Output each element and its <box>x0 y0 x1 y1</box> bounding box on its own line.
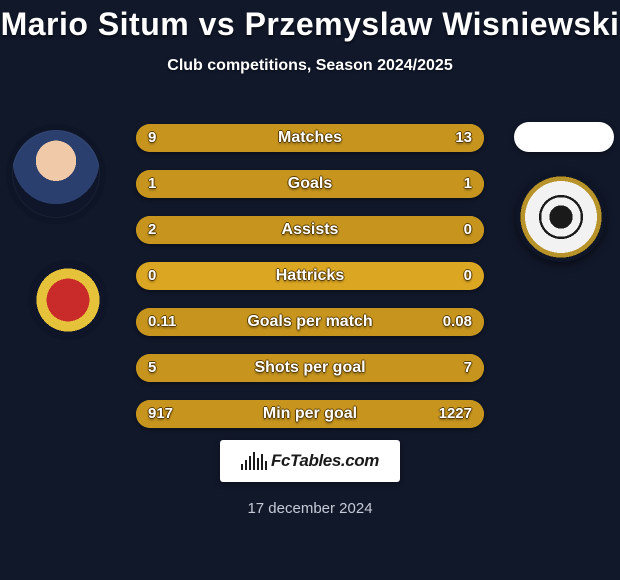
player-left-avatar <box>6 124 106 224</box>
page-subtitle: Club competitions, Season 2024/2025 <box>0 57 620 75</box>
stat-row: 913Matches <box>136 124 484 152</box>
brand-logo-icon <box>241 452 267 470</box>
stat-bar-right <box>279 124 484 152</box>
stat-value-right: 0.08 <box>443 308 472 336</box>
stat-value-left: 0 <box>148 262 156 290</box>
stat-value-right: 13 <box>455 124 472 152</box>
stat-row: 20Assists <box>136 216 484 244</box>
stat-bar-left <box>136 354 282 382</box>
stat-label: Hattricks <box>136 262 484 290</box>
stat-value-right: 1 <box>464 170 472 198</box>
stat-value-right: 0 <box>464 262 472 290</box>
stat-bar-left <box>136 124 279 152</box>
stat-row: 9171227Min per goal <box>136 400 484 428</box>
stat-row: 0 0Hattricks <box>136 262 484 290</box>
comparison-card: Mario Situm vs Przemyslaw Wisniewski Clu… <box>0 0 620 580</box>
player-right-avatar <box>514 122 614 152</box>
page-title: Mario Situm vs Przemyslaw Wisniewski <box>0 6 620 43</box>
brand-badge[interactable]: FcTables.com <box>220 440 400 482</box>
stat-bar-left <box>136 170 310 198</box>
club-left-badge <box>28 260 108 340</box>
stat-row: 11Goals <box>136 170 484 198</box>
stat-bar-right <box>282 354 484 382</box>
stat-bar-right <box>310 170 484 198</box>
stat-value-left: 1 <box>148 170 156 198</box>
stat-bar-left <box>136 216 484 244</box>
brand-name: FcTables.com <box>271 451 379 471</box>
stat-value-right: 7 <box>464 354 472 382</box>
stat-value-left: 917 <box>148 400 173 428</box>
stat-value-right: 1227 <box>439 400 472 428</box>
stat-value-right: 0 <box>464 216 472 244</box>
stat-value-left: 2 <box>148 216 156 244</box>
stat-row: 0.110.08Goals per match <box>136 308 484 336</box>
stat-value-left: 0.11 <box>148 308 176 336</box>
stat-value-left: 9 <box>148 124 156 152</box>
stat-row: 57Shots per goal <box>136 354 484 382</box>
stats-container: 913Matches11Goals20Assists00Hattricks0.1… <box>136 124 484 446</box>
club-right-badge <box>516 172 606 262</box>
date-label: 17 december 2024 <box>0 500 620 517</box>
stat-value-left: 5 <box>148 354 156 382</box>
